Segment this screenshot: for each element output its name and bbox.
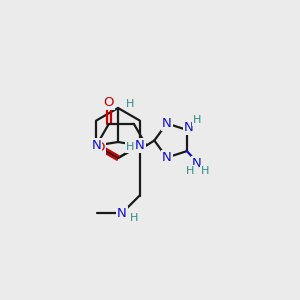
Text: N: N (184, 122, 194, 134)
Text: N: N (92, 139, 101, 152)
Text: N: N (192, 157, 202, 169)
Text: H: H (126, 142, 134, 152)
Text: N: N (117, 207, 127, 220)
Text: O: O (103, 96, 114, 109)
Text: N: N (162, 117, 172, 130)
Text: H: H (201, 166, 209, 176)
Text: N: N (162, 151, 172, 164)
Text: H: H (130, 213, 138, 223)
Text: N: N (135, 139, 145, 152)
Text: H: H (126, 99, 134, 109)
Text: O: O (94, 141, 105, 154)
Text: H: H (186, 166, 194, 176)
Text: H: H (193, 115, 201, 125)
